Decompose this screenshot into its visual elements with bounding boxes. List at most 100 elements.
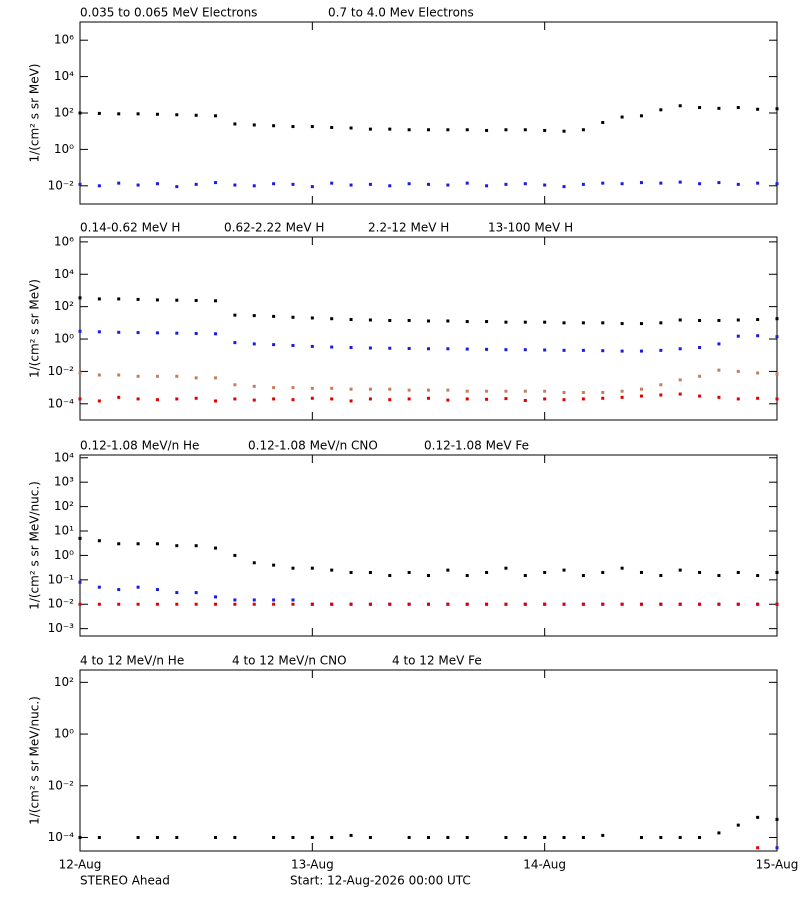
data-point [97,373,101,377]
data-point [446,319,450,323]
legend-entry: 0.12-1.08 MeV/n CNO [248,439,378,453]
data-point [252,602,256,606]
data-point [233,397,237,401]
data-point [136,112,140,116]
data-point [678,392,682,396]
data-point [504,128,508,132]
data-point [368,387,372,391]
data-point [601,570,605,574]
data-point [543,835,547,839]
data-point [446,347,450,351]
y-tick-label: 10² [54,499,74,513]
y-tick-label: 10³ [54,475,74,489]
data-point [310,566,314,570]
data-point [349,346,353,350]
data-point [465,574,469,578]
data-point [427,388,430,392]
data-point [155,398,159,402]
data-point [775,397,779,401]
data-point [78,371,82,375]
data-point [465,128,469,132]
data-point [388,127,392,131]
data-point [581,182,585,186]
data-point [310,344,314,348]
data-point [620,182,624,186]
data-point [233,602,237,606]
data-point [78,835,82,839]
data-point [117,181,121,185]
data-point [175,397,179,401]
data-point [659,383,663,387]
data-point [310,386,314,390]
data-point [349,318,353,322]
data-point [368,346,372,350]
data-point [136,297,140,301]
data-point [465,347,469,351]
data-point [446,128,450,132]
data-point [136,397,140,401]
data-point [368,127,372,131]
data-point [136,602,140,606]
data-point [775,107,779,111]
data-point [581,602,585,606]
y-tick-label: 10² [54,675,74,689]
data-point [136,374,140,378]
footer-center: Start: 12-Aug-2026 00:00 UTC [290,874,471,888]
data-point [698,374,702,378]
data-point [97,539,101,543]
data-point [368,835,372,839]
data-point [581,835,585,839]
legend-entry: 0.7 to 4.0 Mev Electrons [328,6,474,20]
y-tick-label: 10⁴ [54,450,74,464]
data-point [155,182,159,186]
data-point [581,397,585,401]
data-point [756,371,760,375]
y-tick-label: 10¹ [54,524,74,538]
data-point [698,346,702,350]
data-point [272,314,276,318]
x-tick-label: 13-Aug [291,858,334,872]
data-point [78,111,82,115]
data-point [291,182,295,186]
data-point [698,602,702,606]
data-point [175,185,179,189]
data-point [717,181,721,185]
data-point [310,396,314,400]
data-point [427,182,430,186]
data-point [252,342,256,346]
data-point [620,389,624,393]
y-tick-label: 10⁰ [54,332,74,346]
data-point [523,399,527,403]
y-tick-label: 10⁶ [54,234,74,248]
data-point [233,341,237,345]
data-point [310,185,314,189]
data-point [446,398,450,402]
data-point [407,182,411,186]
data-point [291,835,295,839]
y-tick-label: 10⁻¹ [48,572,75,586]
data-point [523,574,527,578]
data-point [639,114,643,118]
data-point [214,114,218,118]
data-point [78,580,82,584]
data-point [485,397,489,401]
data-point [736,823,740,827]
legend-entry: 0.62-2.22 MeV H [224,221,324,235]
y-tick-label: 10² [54,106,74,120]
data-point [136,183,140,187]
data-point [214,546,218,550]
data-point [214,376,218,380]
data-point [717,342,721,346]
data-point [330,317,334,321]
data-point [659,574,663,578]
data-point [659,108,663,112]
data-point [639,835,643,839]
data-point [194,113,198,117]
data-point [504,182,508,186]
data-point [233,598,237,602]
data-point [252,123,256,127]
data-point [717,395,721,399]
data-point [427,396,430,400]
legend-entry: 4 to 12 MeV Fe [392,654,482,668]
data-point [427,128,430,132]
